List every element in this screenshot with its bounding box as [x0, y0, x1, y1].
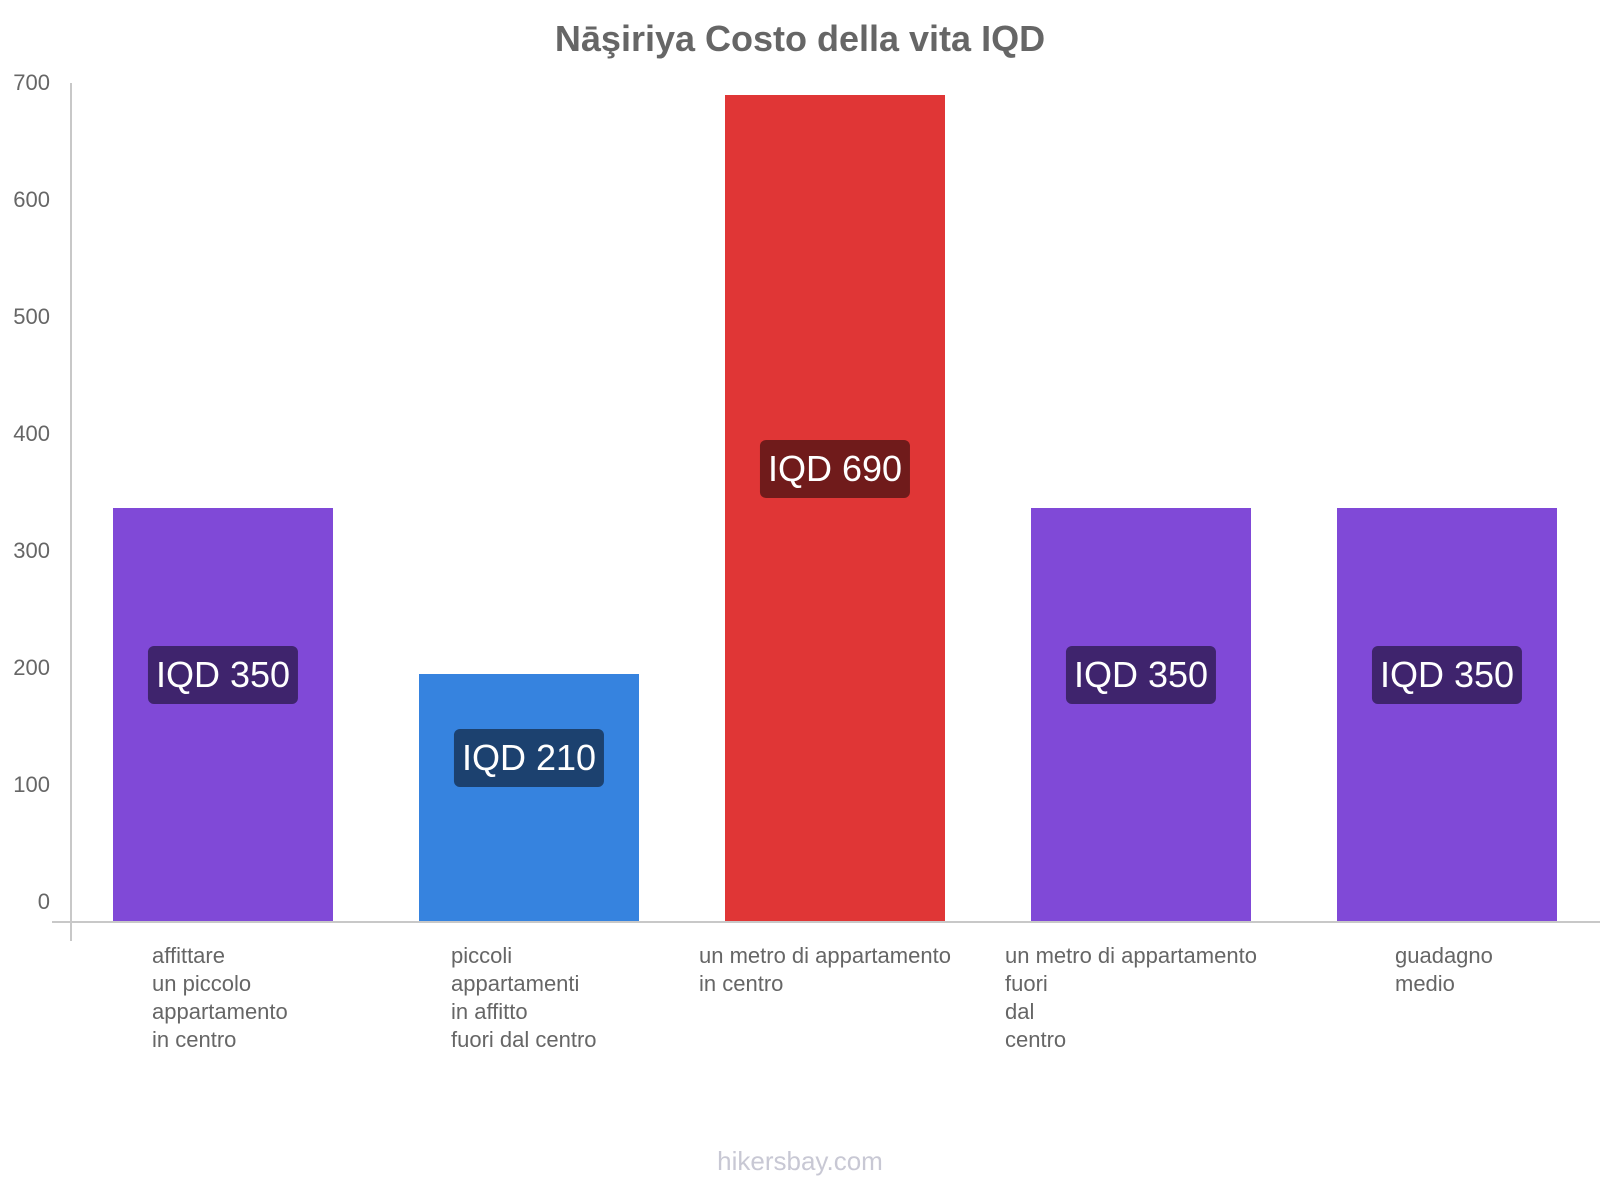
- bar-small-apartments-outside: IQD 210: [419, 674, 639, 921]
- x-label-average-salary: guadagno medio: [1395, 943, 1493, 996]
- watermark-link[interactable]: hikersbay.com: [717, 1146, 883, 1176]
- x-label-small-apartments-outside: piccoli appartamenti in affitto fuori da…: [451, 943, 597, 1052]
- x-label-small-apartment-center: affittare un piccolo appartamento in cen…: [152, 943, 288, 1052]
- y-tick-0: 0: [37, 889, 50, 914]
- y-axis-line: [70, 83, 72, 941]
- value-badge: IQD 210: [453, 729, 605, 787]
- y-tick-300: 300: [13, 538, 50, 563]
- y-tick-500: 500: [13, 304, 50, 329]
- x-label-sqm-center: un metro di appartamento in centro: [699, 943, 951, 996]
- value-badge: IQD 350: [1371, 646, 1523, 704]
- bar-average-salary: IQD 350: [1337, 508, 1557, 921]
- y-tick-400: 400: [13, 421, 50, 446]
- y-tick-600: 600: [13, 187, 50, 212]
- x-axis-line: [52, 921, 1600, 923]
- x-label-sqm-outside: un metro di appartamento fuori dal centr…: [1005, 943, 1257, 1052]
- value-badge: IQD 690: [759, 440, 911, 498]
- bar-sqm-center: IQD 690: [725, 95, 945, 921]
- y-tick-200: 200: [13, 655, 50, 680]
- chart-title: Nāşiriya Costo della vita IQD: [554, 18, 1046, 59]
- bar-small-apartment-center: IQD 350: [113, 508, 333, 921]
- bar-sqm-outside: IQD 350: [1031, 508, 1251, 921]
- value-badge: IQD 350: [147, 646, 299, 704]
- y-tick-700: 700: [13, 70, 50, 95]
- y-tick-100: 100: [13, 772, 50, 797]
- value-badge: IQD 350: [1065, 646, 1217, 704]
